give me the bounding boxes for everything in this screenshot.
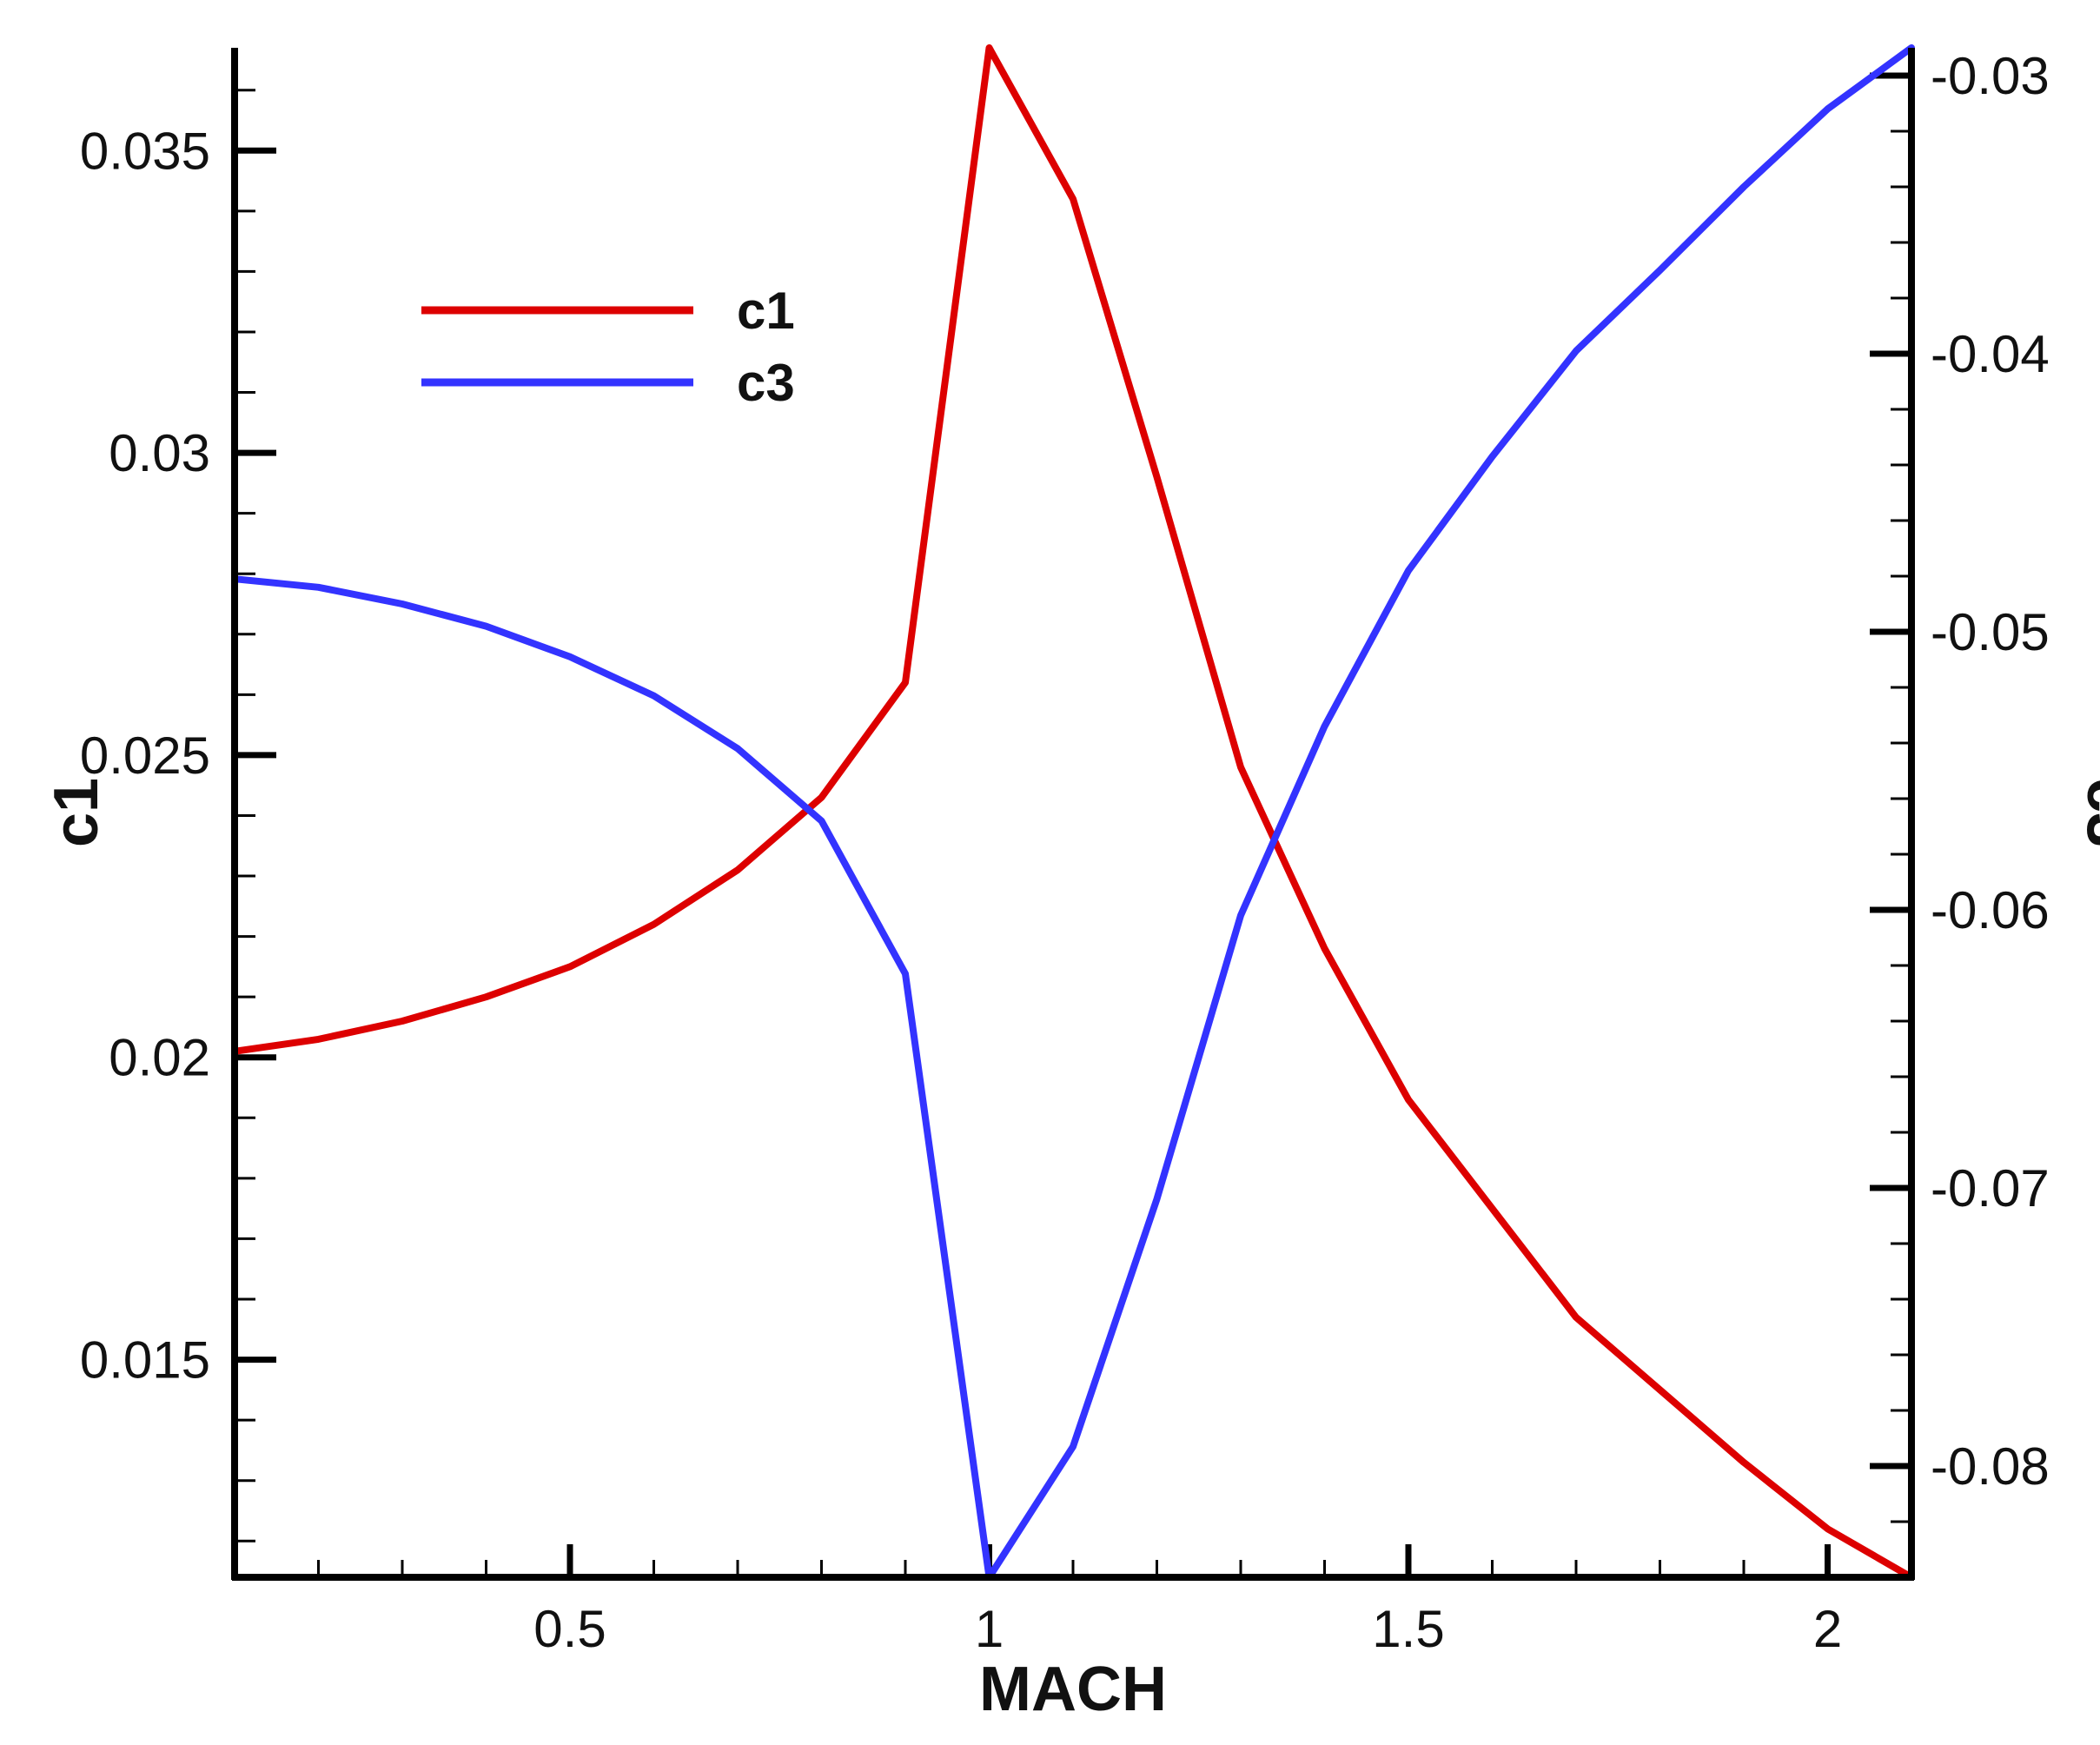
y-right-tick-label: -0.08 <box>1931 1437 2050 1496</box>
y-left-tick-label: 0.025 <box>80 727 210 785</box>
y-right-tick-label: -0.04 <box>1931 325 2050 383</box>
plot-frame <box>231 48 1915 1581</box>
legend-label-c3: c3 <box>737 354 795 412</box>
y-right-tick-label: -0.07 <box>1931 1159 2050 1218</box>
y-right-tick-label: -0.03 <box>1931 47 2050 105</box>
y-right-tick-label: -0.06 <box>1931 881 2050 939</box>
y-left-tick-label: 0.02 <box>109 1029 210 1087</box>
series-lines <box>231 44 1915 1581</box>
y-left-tick-label: 0.03 <box>109 424 210 482</box>
x-tick-label: 1.5 <box>1372 1600 1444 1658</box>
y-right-tick-label: -0.05 <box>1931 603 2050 661</box>
x-tick-label: 0.5 <box>533 1600 606 1658</box>
x-tick-label: 2 <box>1813 1600 1842 1658</box>
x-axis-title: MACH <box>979 1655 1167 1724</box>
y-left-axis-title: c1 <box>42 778 111 847</box>
legend: c1 c3 <box>421 282 795 412</box>
y-left-tick-label: 0.015 <box>80 1331 210 1390</box>
series-line-c1 <box>231 44 1915 1581</box>
y-right-axis-title: c3 <box>2074 778 2100 847</box>
y-left-tick-label: 0.035 <box>80 122 210 180</box>
legend-label-c1: c1 <box>737 282 795 340</box>
series-line-c3 <box>231 44 1915 1581</box>
tick-marks <box>233 72 1913 1579</box>
x-tick-label: 1 <box>975 1600 1004 1658</box>
tick-labels: 0.5 1 1.5 2 0.015 0.02 0.025 0.03 0.035 -0.08 -0.0… <box>80 47 2050 1658</box>
